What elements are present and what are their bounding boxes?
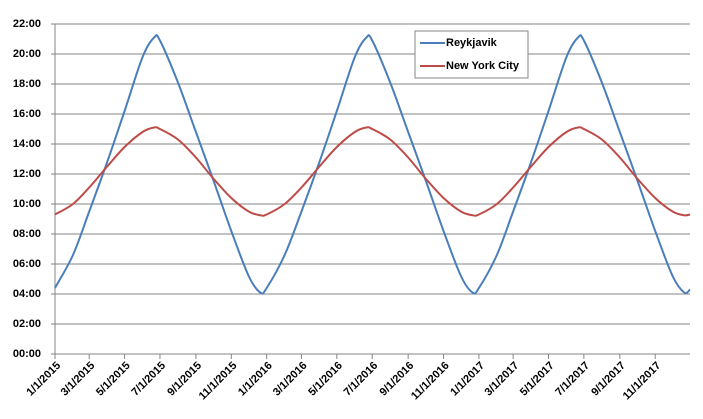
series-line [54, 34, 691, 295]
legend-label: New York City [446, 60, 520, 72]
x-tick-label: 5/1/2016 [306, 360, 345, 399]
x-tick-label: 1/1/2017 [448, 360, 487, 399]
y-tick-label: 14:00 [13, 138, 41, 150]
y-tick-label: 12:00 [13, 168, 41, 180]
y-tick-label: 10:00 [13, 198, 41, 210]
legend-label: Reykjavik [446, 37, 498, 49]
x-tick-label: 3/1/2017 [483, 360, 522, 399]
x-tick-label: 5/1/2015 [94, 360, 133, 399]
x-tick-label: 11/1/2017 [621, 360, 664, 403]
x-tick-label: 7/1/2016 [342, 360, 381, 399]
x-tick-label: 11/1/2016 [409, 360, 452, 403]
x-tick-label: 5/1/2017 [518, 360, 557, 399]
y-tick-label: 04:00 [13, 288, 41, 300]
x-tick-label: 3/1/2016 [271, 360, 310, 399]
x-tick-label: 11/1/2015 [197, 360, 240, 403]
x-tick-label: 7/1/2015 [129, 360, 168, 399]
y-tick-label: 06:00 [13, 258, 41, 270]
x-tick-label: 1/1/2015 [24, 360, 63, 399]
y-tick-label: 08:00 [13, 228, 41, 240]
y-tick-label: 00:00 [13, 348, 41, 360]
y-tick-label: 22:00 [13, 18, 41, 30]
legend-box [414, 30, 529, 79]
x-tick-label: 3/1/2015 [59, 360, 98, 399]
y-tick-label: 16:00 [13, 108, 41, 120]
y-tick-label: 02:00 [13, 318, 41, 330]
y-tick-label: 18:00 [13, 78, 41, 90]
y-tick-label: 20:00 [13, 48, 41, 60]
series-line [54, 126, 691, 217]
x-tick-label: 7/1/2017 [553, 360, 592, 399]
x-tick-label: 1/1/2016 [236, 360, 275, 399]
